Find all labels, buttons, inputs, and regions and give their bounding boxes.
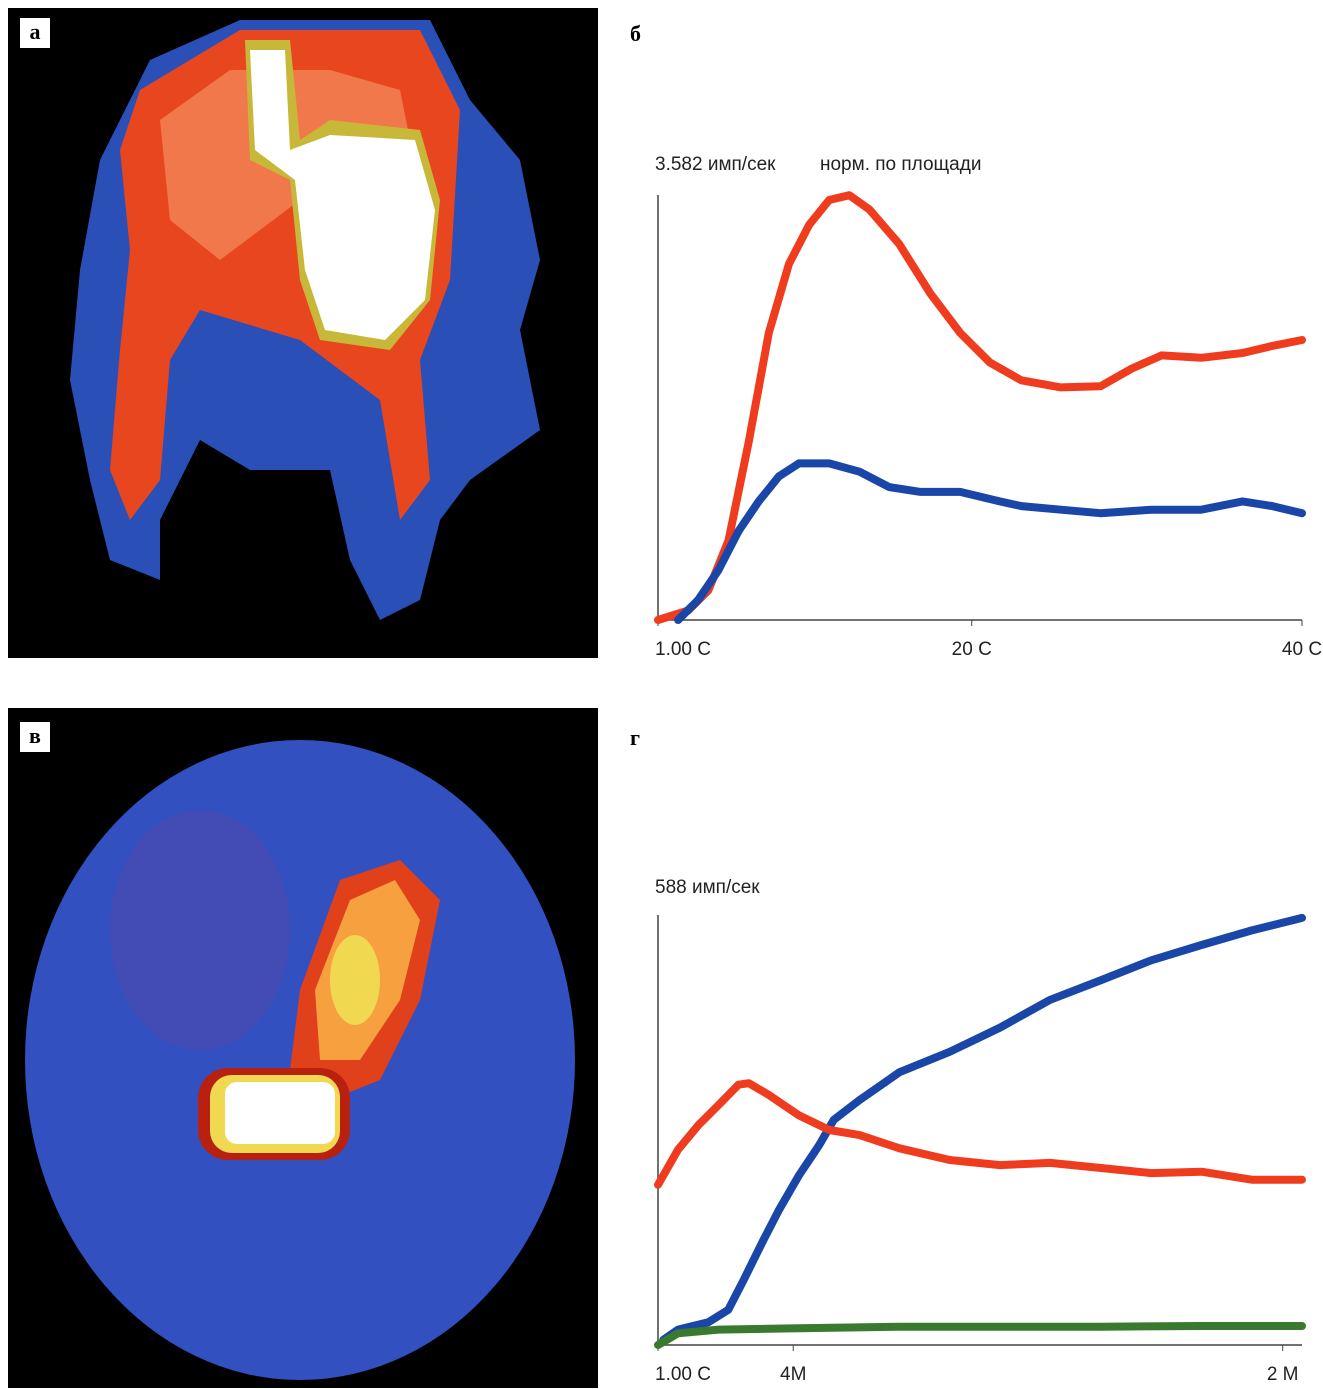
x-tick-label: 20 C [952, 639, 992, 660]
x-tick-label: 1.00 C [655, 639, 711, 660]
panel-label: в [29, 723, 41, 748]
panel-label-box [20, 18, 50, 48]
data-line [654, 1322, 1306, 1349]
y-axis-label: 3.582 имп/сек [655, 154, 776, 175]
panel-label: а [30, 19, 41, 44]
data-line [674, 459, 1306, 624]
y-axis-label: 588 имп/сек [655, 877, 760, 898]
data-line [654, 191, 1306, 624]
scan-image [8, 8, 598, 658]
panel-label: б [630, 21, 641, 46]
x-tick-label: 40 C [1282, 639, 1322, 660]
data-line [659, 913, 1306, 1344]
subtitle: норм. по площади [820, 154, 981, 175]
data-line [654, 1079, 1306, 1189]
x-tick-label: 1.00 C [655, 1364, 711, 1385]
x-tick-label: 2 M [1267, 1364, 1299, 1385]
scan-image [8, 708, 598, 1388]
x-tick-label: 4M [780, 1364, 806, 1385]
panel-label-box [20, 722, 50, 752]
panel-label: г [630, 725, 640, 750]
